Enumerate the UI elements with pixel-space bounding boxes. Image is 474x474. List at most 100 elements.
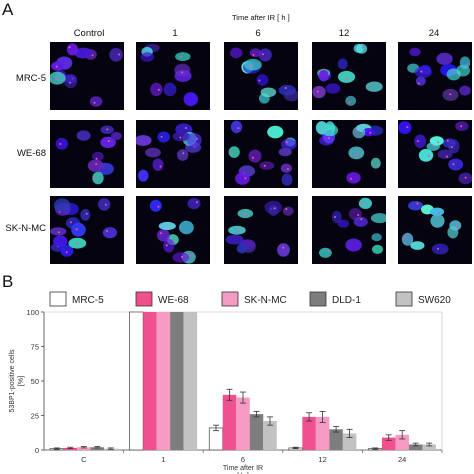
micrograph-sk-n-mc-24 [398,196,472,264]
foci-dot [76,242,79,245]
foci-dot [181,255,183,258]
bar-mrc-5-1 [129,311,144,451]
time-after-ir-title: Time after IR [ h ] [232,13,290,22]
micrograph-mrc-5-12 [312,42,386,110]
y-tick-label: 50 [31,377,39,386]
foci-dot [416,202,419,205]
cell-nucleus [362,128,375,137]
legend-swatch-dld-1 [309,291,327,307]
cell-nucleus [145,147,161,158]
legend-label-dld-1: DLD-1 [332,295,361,306]
cell-nucleus [74,47,93,59]
foci-dot [420,70,423,73]
cell-nucleus [331,210,342,224]
foci-dot [466,63,469,66]
legend-swatch-we-68 [135,291,153,307]
foci-dot [69,221,72,224]
foci-dot [285,141,288,144]
foci-dot [404,235,407,238]
foci-dot [360,218,363,221]
cell-nucleus [140,52,155,62]
panel-a-letter: A [2,0,14,19]
foci-dot [376,164,379,167]
foci-dot [57,231,60,234]
cell-nucleus [448,158,464,171]
bar-sk-n-mc-12 [315,416,330,450]
bar-dld-1-6 [249,414,264,450]
foci-dot [350,177,353,180]
foci-dot [345,77,348,80]
foci-dot [437,141,439,144]
column-label-1h: 1 [172,28,178,39]
cell-nucleus [370,213,386,224]
bar-sk-n-mc-24 [395,434,409,450]
foci-dot [284,87,287,89]
cell-nucleus [55,137,69,150]
cell-nucleus [89,96,103,107]
cell-nucleus [236,243,248,254]
cell-nucleus [449,220,462,231]
foci-dot [244,177,247,180]
x-tick-label-c: C [81,455,87,464]
cell-nucleus [138,169,149,182]
cell-nucleus [64,75,78,89]
foci-dot [446,155,448,158]
cell-nucleus [414,66,432,78]
cell-nucleus [459,85,471,96]
foci-dot [65,251,68,254]
cell-nucleus [430,214,445,228]
foci-dot [252,53,255,56]
micrograph-sk-n-mc-12 [312,196,386,264]
cell-nucleus [429,136,444,146]
cell-nucleus [437,149,453,159]
foci-dot [179,136,182,139]
x-tick-label-24: 24 [398,455,406,464]
foci-dot [95,157,98,160]
foci-dot [258,79,261,82]
foci-dot [361,46,364,49]
foci-dot [106,128,109,131]
cell-nucleus [50,71,66,85]
cell-nucleus [319,247,332,258]
cell-nucleus [187,198,201,210]
cell-nucleus [183,92,198,107]
foci-dot [250,63,253,66]
bar-we-68-12 [302,416,316,450]
foci-dot [236,230,239,233]
cell-nucleus [372,244,383,254]
y-tick-label: 100 [26,308,39,317]
chart-bars [49,311,436,451]
cell-nucleus [431,243,449,255]
cell-nucleus [258,48,272,62]
foci-dot [334,216,336,218]
column-label-12h: 12 [338,28,350,39]
foci-dot [182,152,185,155]
foci-dot [94,176,97,178]
cell-nucleus [365,81,383,92]
cell-nucleus [436,52,453,65]
foci-dot [262,53,264,56]
cell-nucleus [353,216,368,227]
cell-nucleus [277,243,290,257]
foci-dot [252,156,254,159]
foci-dot [348,101,351,104]
foci-dot [95,163,98,166]
foci-dot [85,212,88,215]
foci-dot [68,46,71,49]
cell-nucleus [348,146,365,160]
cell-nucleus [50,227,67,236]
bar-sk-n-mc-1 [156,312,171,450]
cell-nucleus [267,125,284,139]
bar-sw620-1 [183,312,198,450]
y-tick-label: 25 [31,412,39,421]
cell-nucleus [283,89,298,102]
cell-nucleus [152,158,164,171]
cell-nucleus [225,234,244,245]
cell-nucleus [66,43,78,56]
cell-nucleus [281,138,297,151]
cell-nucleus [100,136,116,148]
foci-dot [243,213,246,216]
cell-nucleus [356,43,368,54]
bar-dld-1-24 [408,444,423,450]
foci-dot [455,225,458,228]
